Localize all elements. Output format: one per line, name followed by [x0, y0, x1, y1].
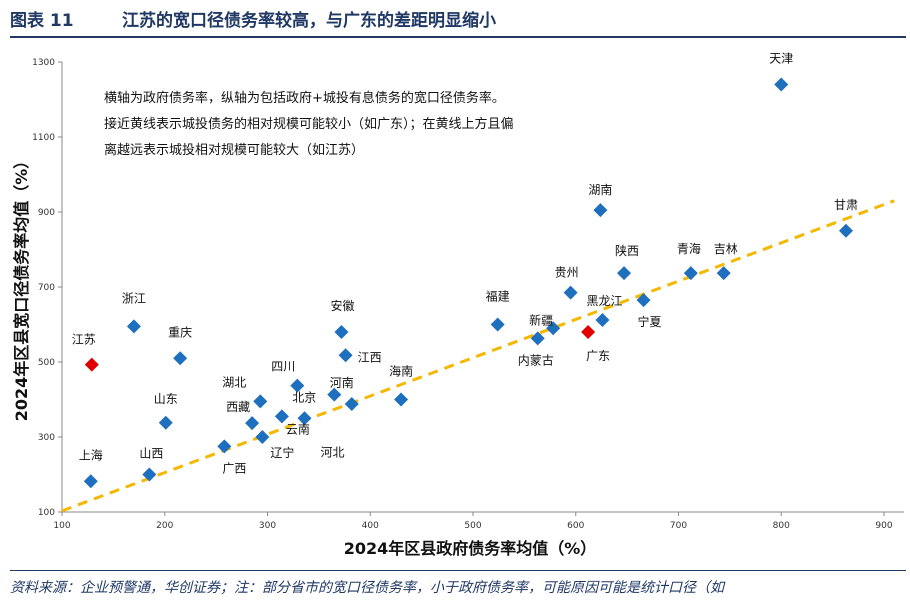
data-point-label: 黑龙江: [586, 294, 622, 308]
data-point-marker: [595, 313, 610, 327]
data-point-marker: [158, 415, 173, 430]
data-point-label: 湖北: [222, 374, 246, 389]
data-point-label: 江苏: [72, 333, 96, 347]
x-tick-label: 200: [156, 521, 173, 531]
data-point-marker: [546, 321, 561, 336]
data-point-marker: [126, 319, 141, 334]
data-point-marker: [253, 394, 268, 409]
data-point-label: 河南: [330, 375, 354, 390]
data-point-label: 北京: [292, 391, 316, 405]
data-point-label: 湖南: [588, 182, 612, 197]
data-point-label: 云南: [286, 421, 310, 436]
y-tick-label: 1100: [32, 133, 55, 143]
data-point-label: 新疆: [529, 312, 553, 327]
x-tick-label: 900: [875, 521, 892, 531]
data-point-label: 广西: [222, 461, 246, 475]
data-point-marker: [490, 317, 505, 332]
header-rule: [10, 36, 906, 38]
data-point-marker: [83, 474, 98, 489]
y-tick-label: 700: [38, 283, 55, 293]
data-point-marker: [327, 387, 342, 402]
data-point-label: 天津: [769, 52, 793, 66]
y-tick-label: 500: [38, 358, 55, 368]
x-axis-title: 2024年区县政府债务率均值（%）: [344, 539, 597, 558]
data-point-marker: [344, 397, 359, 411]
data-point-label: 陕西: [615, 243, 639, 258]
data-point-marker: [142, 467, 157, 482]
data-point-label: 重庆: [168, 325, 192, 339]
figure-header: 图表 11 江苏的宽口径债务率较高，与广东的差距明显缩小: [0, 0, 910, 38]
data-point-label: 甘肃: [834, 198, 858, 212]
trend-line: [61, 199, 895, 513]
data-point-label: 上海: [79, 447, 103, 462]
figure-title: 江苏的宽口径债务率较高，与广东的差距明显缩小: [122, 11, 496, 31]
x-tick-label: 400: [362, 521, 379, 531]
data-point-label: 山西: [139, 447, 163, 461]
data-point-label: 浙江: [122, 291, 146, 305]
y-tick-label: 100: [38, 508, 55, 518]
data-point-marker: [838, 223, 853, 238]
data-point-marker: [217, 439, 232, 454]
data-point-label: 安徽: [330, 298, 354, 313]
data-point-label: 贵州: [555, 266, 579, 280]
data-point-label: 河北: [320, 445, 344, 459]
y-tick-label: 900: [38, 208, 55, 218]
data-point-marker: [173, 351, 188, 366]
data-point-label: 西藏: [226, 400, 250, 414]
data-point-marker: [530, 331, 545, 346]
data-point-marker: [290, 378, 305, 393]
data-point-marker: [245, 416, 260, 431]
data-point-label: 吉林: [714, 242, 738, 256]
data-point-label: 山东: [154, 392, 178, 406]
source-note: 资料来源：企业预警通，华创证券；注：部分省市的宽口径债务率，小于政府债务率，可能…: [10, 580, 724, 596]
data-point-marker: [334, 325, 349, 339]
data-point-label: 内蒙古: [518, 352, 554, 367]
x-tick-label: 700: [670, 521, 687, 531]
data-point-marker: [255, 430, 270, 444]
data-point-marker: [581, 325, 596, 339]
x-tick-label: 100: [53, 521, 70, 531]
data-point-marker: [274, 409, 289, 424]
data-point-marker: [84, 357, 99, 372]
figure-label: 图表 11: [10, 11, 74, 31]
data-point-marker: [636, 293, 651, 308]
x-tick-label: 800: [773, 521, 790, 531]
x-tick-label: 300: [259, 521, 276, 531]
annotation-line-3: 离越远表示城投相对规模可能较大（如江苏）: [104, 142, 364, 158]
data-point-label: 江西: [358, 350, 382, 364]
data-point-label: 海南: [389, 364, 413, 379]
data-point-marker: [683, 266, 698, 281]
scatter-chart: 100 300 500 700 900 1100 1300 100 200 300 400 500 60…: [12, 52, 904, 558]
y-tick-label: 1300: [32, 58, 55, 68]
x-tick-label: 600: [567, 521, 584, 531]
y-tick-label: 300: [38, 433, 55, 443]
x-tick-label: 500: [464, 521, 481, 531]
data-point-marker: [297, 411, 312, 426]
data-point-label: 青海: [677, 241, 701, 256]
data-point-label: 辽宁: [270, 445, 294, 460]
footer-rule: [10, 570, 906, 571]
annotation-line-1: 横轴为政府债务率，纵轴为包括政府+城投有息债务的宽口径债务率。: [104, 90, 505, 106]
data-point-label: 宁夏: [638, 314, 662, 329]
data-point-marker: [716, 266, 731, 281]
annotation-line-2: 接近黄线表示城投债务的相对规模可能较小（如广东）；在黄线上方且偏: [104, 116, 514, 132]
data-point-marker: [338, 348, 353, 363]
data-point-marker: [394, 392, 409, 407]
data-point-marker: [563, 285, 578, 300]
data-point-label: 广东: [586, 349, 610, 363]
data-point-label: 福建: [486, 289, 510, 304]
data-point-label: 四川: [271, 360, 295, 374]
data-point-marker: [774, 77, 789, 92]
data-point-marker: [593, 203, 608, 218]
data-point-marker: [617, 266, 632, 281]
y-axis-title: 2024年区县宽口径债务率均值（%）: [12, 153, 31, 422]
